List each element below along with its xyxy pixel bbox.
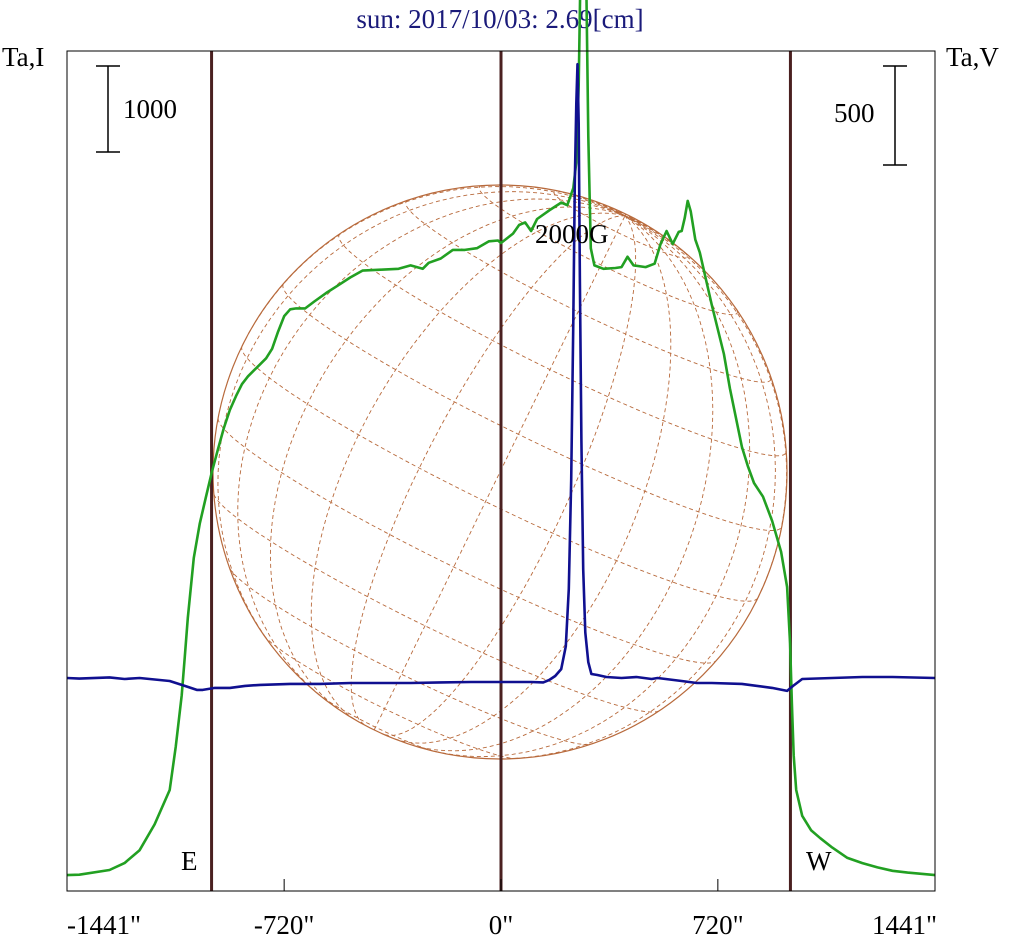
right-axis-label: Ta,V <box>946 42 999 72</box>
grid-line <box>350 215 626 725</box>
grid-line <box>282 284 782 531</box>
grid-line <box>624 215 718 285</box>
grid-line <box>405 199 772 383</box>
left-scale-bar <box>96 65 120 153</box>
grid-line <box>217 191 626 649</box>
grid-line <box>624 215 788 598</box>
west-limb-label: W <box>806 846 832 876</box>
x-tick-label: 720" <box>692 910 744 940</box>
left-scale-label: 1000 <box>123 94 177 124</box>
grid-line <box>229 568 591 746</box>
grid-line <box>269 206 626 709</box>
intensity-series-line <box>66 0 936 877</box>
x-axis: -1441" -720" 0" 720" 1441" <box>67 879 937 940</box>
grid-line <box>624 215 633 219</box>
right-scale-bar <box>883 65 907 166</box>
series-group <box>66 0 936 877</box>
left-axis-label: Ta,I <box>2 42 44 72</box>
grid-line <box>478 185 738 316</box>
right-scale-label: 500 <box>834 98 875 128</box>
chart-title: sun: 2017/10/03: 2.69[cm] <box>356 4 643 34</box>
solar-disk-grid <box>212 184 788 760</box>
grid-line <box>213 494 659 713</box>
grid-line <box>237 198 626 696</box>
stokes_v-series-line <box>66 62 936 693</box>
grid-line <box>618 210 626 217</box>
x-tick-label: -1441" <box>67 910 141 940</box>
grid-line <box>624 215 640 222</box>
field-strength-annotation: 2000G <box>535 219 609 249</box>
grid-line <box>384 215 637 736</box>
grid-line <box>394 215 672 744</box>
grid-line <box>611 207 626 217</box>
x-tick-label: -720" <box>254 910 315 940</box>
grid-line <box>413 215 714 752</box>
grid-line <box>310 212 626 720</box>
x-tick-label: 1441" <box>872 910 937 940</box>
grid-line <box>624 215 654 230</box>
limb-lines <box>210 51 792 891</box>
grid-line <box>241 186 626 347</box>
grid-line <box>217 418 716 664</box>
east-limb-label: E <box>181 846 198 876</box>
grid-line <box>373 215 626 730</box>
grid-line <box>500 215 776 760</box>
x-tick-label: 0" <box>489 910 514 940</box>
